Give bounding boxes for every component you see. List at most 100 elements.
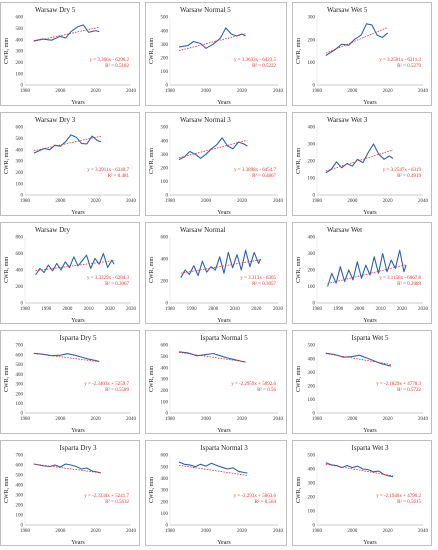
y-axis-label: CWR, mm: [4, 38, 10, 64]
x-tick-label: 1980: [20, 417, 31, 422]
y-tick-label: 100: [308, 510, 316, 515]
chart-svg: Warsaw Normal 0 200 400 600 1980 1990 2000 2010 2…: [149, 226, 284, 324]
y-tick-label: 100: [308, 177, 316, 182]
x-tick-label: 2040: [418, 199, 429, 204]
y-tick-label: 100: [16, 402, 24, 407]
x-tick-label: 2000: [55, 89, 66, 94]
y-axis-label: CWR, mm: [149, 257, 155, 283]
series-line: [33, 134, 102, 154]
x-tick-label: 2020: [105, 307, 116, 312]
y-tick-label: 300: [308, 371, 316, 376]
trend-line: [327, 264, 407, 285]
x-tick-label: 2020: [91, 89, 102, 94]
trend-equation: y = 3.3229x - 6204.3: [87, 276, 129, 281]
y-axis-label: CWR, mm: [4, 477, 10, 503]
chart-svg: Isparta Normal 3 0 100 200 300 400 500 600 1980 2…: [149, 444, 284, 546]
y-tick-label: 400: [161, 258, 169, 263]
series-line: [35, 252, 115, 276]
r-squared: R² = 0.5722: [397, 387, 421, 393]
x-axis-label: Years: [363, 100, 377, 106]
trend-line: [178, 351, 246, 363]
trend-equation: y = -2.2959x + 5092.6: [231, 382, 276, 387]
y-tick-label: 300: [16, 160, 24, 165]
series-line: [33, 463, 102, 474]
trend-equation: y = 3.3911x - 6340.7: [87, 168, 129, 173]
y-axis-label: CWR, mm: [296, 477, 302, 503]
x-axis-label: Years: [71, 210, 85, 216]
y-tick-label: 0: [313, 194, 316, 199]
x-tick-label: 1990: [41, 307, 52, 312]
x-tick-label: 1980: [165, 417, 176, 422]
y-tick-label: 0: [21, 302, 24, 307]
y-tick-label: 400: [308, 468, 316, 473]
y-tick-label: 600: [16, 16, 24, 21]
r-squared: R² = 0.5279: [397, 63, 421, 69]
chart-panel: Warsaw Dry 3 0 100 200 300 400 500 600 1980 2000 2…: [0, 112, 140, 216]
x-axis-label: Years: [71, 540, 85, 546]
trend-equation: y = -2.3334x + 5241.7: [84, 494, 129, 499]
chart-panel: Warsaw Wet 0 100 200 300 400 1980 1990 2000 2010 2…: [292, 222, 432, 324]
y-tick-label: 600: [16, 126, 24, 131]
y-tick-label: 600: [16, 464, 24, 469]
y-tick-label: 400: [16, 373, 24, 378]
y-axis-label: CWR, mm: [296, 38, 302, 64]
x-axis-label: Years: [217, 210, 231, 216]
y-tick-label: 0: [166, 302, 169, 307]
y-tick-label: 600: [161, 236, 169, 241]
chart-svg: Isparta Normal 5 0 100 200 300 400 500 600 1980 2…: [149, 334, 284, 434]
x-axis-label: Years: [217, 318, 231, 324]
x-tick-label: 2040: [418, 417, 429, 422]
r-squared: R² = 0.2089: [397, 281, 421, 287]
y-tick-label: 400: [16, 484, 24, 489]
r-squared: R² = 0.5632: [105, 499, 129, 505]
r-squared: R² = 0.4867: [252, 173, 276, 179]
x-tick-label: 2020: [237, 417, 248, 422]
y-tick-label: 100: [308, 285, 316, 290]
x-tick-label: 2040: [273, 199, 284, 204]
chart-title: Warsaw Normal: [180, 226, 226, 234]
series-line: [327, 249, 407, 287]
chart-title: Warsaw Normal 3: [180, 116, 231, 124]
y-tick-label: 0: [21, 84, 24, 89]
y-tick-label: 300: [16, 50, 24, 55]
chart-panel: Warsaw Dry 5 0 100 200 300 400 500 600 1980 2000 2…: [0, 2, 140, 106]
trend-equation: y = 3.3633x - 6423.5: [234, 58, 276, 63]
y-tick-label: 500: [161, 126, 169, 131]
y-tick-label: 0: [166, 412, 169, 417]
y-tick-label: 200: [161, 57, 169, 62]
chart-title: Warsaw Dry 3: [35, 116, 76, 124]
x-tick-label: 2020: [91, 529, 102, 534]
y-tick-label: 400: [161, 139, 169, 144]
r-squared: R² = 0.5615: [397, 499, 421, 505]
trend-equation: y = 3.1158x - 6067.8: [379, 276, 421, 281]
y-tick-label: 100: [161, 180, 169, 185]
trend-line: [325, 149, 394, 172]
x-tick-label: 1980: [312, 417, 323, 422]
x-axis-label: Years: [363, 428, 377, 434]
x-tick-label: 2040: [418, 89, 429, 94]
y-tick-label: 400: [308, 236, 316, 241]
x-tick-label: 2020: [383, 199, 394, 204]
chart-panel: Isparta Dry 5 0 100 200 300 400 500 600 700 1980 2…: [0, 330, 140, 434]
r-squared: R² = 0.5182: [105, 63, 129, 69]
chart-title: Warsaw Dry 5: [35, 6, 76, 14]
y-tick-label: 200: [16, 285, 24, 290]
chart-title: Warsaw Wet 3: [327, 116, 368, 124]
x-axis-label: Years: [217, 100, 231, 106]
y-tick-label: 0: [21, 412, 24, 417]
x-tick-label: 2000: [201, 417, 212, 422]
y-tick-label: 400: [161, 366, 169, 371]
x-tick-label: 2030: [126, 307, 137, 312]
x-tick-label: 1980: [165, 307, 176, 312]
chart-title: Isparta Normal 5: [200, 334, 248, 342]
chart-svg: Warsaw Normal 3 0 100 200 300 400 500 1980 2000 2…: [149, 116, 284, 216]
y-tick-label: 0: [166, 194, 169, 199]
y-axis-label: CWR, mm: [296, 257, 302, 283]
x-axis-label: Years: [71, 428, 85, 434]
chart-panel: Warsaw Normal 5 0 100 200 300 400 500 1980 2000 2…: [145, 2, 287, 106]
y-tick-label: 600: [16, 252, 24, 257]
y-tick-label: 600: [161, 344, 169, 349]
x-tick-label: 2020: [91, 199, 102, 204]
x-tick-label: 2020: [383, 529, 394, 534]
